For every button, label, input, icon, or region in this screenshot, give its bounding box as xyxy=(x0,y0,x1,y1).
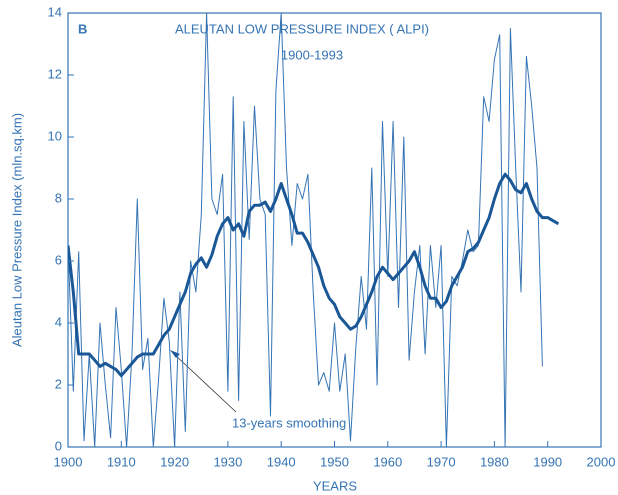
annotation-arrow xyxy=(173,353,237,413)
plot-frame xyxy=(67,12,602,448)
y-axis-label: Aleutan Low Pressure Index (mln.sq.km) xyxy=(9,113,24,347)
chart-title: ALEUTAN LOW PRESSURE INDEX ( ALPI) xyxy=(175,21,429,36)
x-tick-label: 1970 xyxy=(427,454,456,469)
annotation: 13-years smoothing xyxy=(232,415,346,430)
x-tick-label: 1930 xyxy=(213,454,242,469)
x-tick-label: 1940 xyxy=(267,454,296,469)
x-tick-label: 1990 xyxy=(533,454,562,469)
plot-area xyxy=(68,13,560,447)
x-tick-label: 2000 xyxy=(587,454,616,469)
y-tick-label: 14 xyxy=(48,4,62,19)
x-tick-label: 1920 xyxy=(160,454,189,469)
chart-subtitle: 1900-1993 xyxy=(281,47,343,62)
arrow-head xyxy=(170,350,180,358)
panel-label: B xyxy=(78,21,87,36)
series-line xyxy=(68,172,560,378)
y-tick-label: 4 xyxy=(55,314,62,329)
y-tick-label: 10 xyxy=(48,128,62,143)
x-tick-label: 1950 xyxy=(320,454,349,469)
series-line xyxy=(68,13,543,447)
x-tick-label: 1900 xyxy=(54,454,83,469)
x-tick-label: 1910 xyxy=(107,454,136,469)
x-axis-label: YEARS xyxy=(313,478,357,493)
x-tick-label: 1960 xyxy=(373,454,402,469)
x-tick-label: 1980 xyxy=(480,454,509,469)
y-tick-label: 0 xyxy=(55,438,62,453)
y-tick-label: 12 xyxy=(48,66,62,81)
y-tick-label: 2 xyxy=(55,376,62,391)
y-tick-label: 6 xyxy=(55,252,62,267)
y-tick-label: 8 xyxy=(55,190,62,205)
